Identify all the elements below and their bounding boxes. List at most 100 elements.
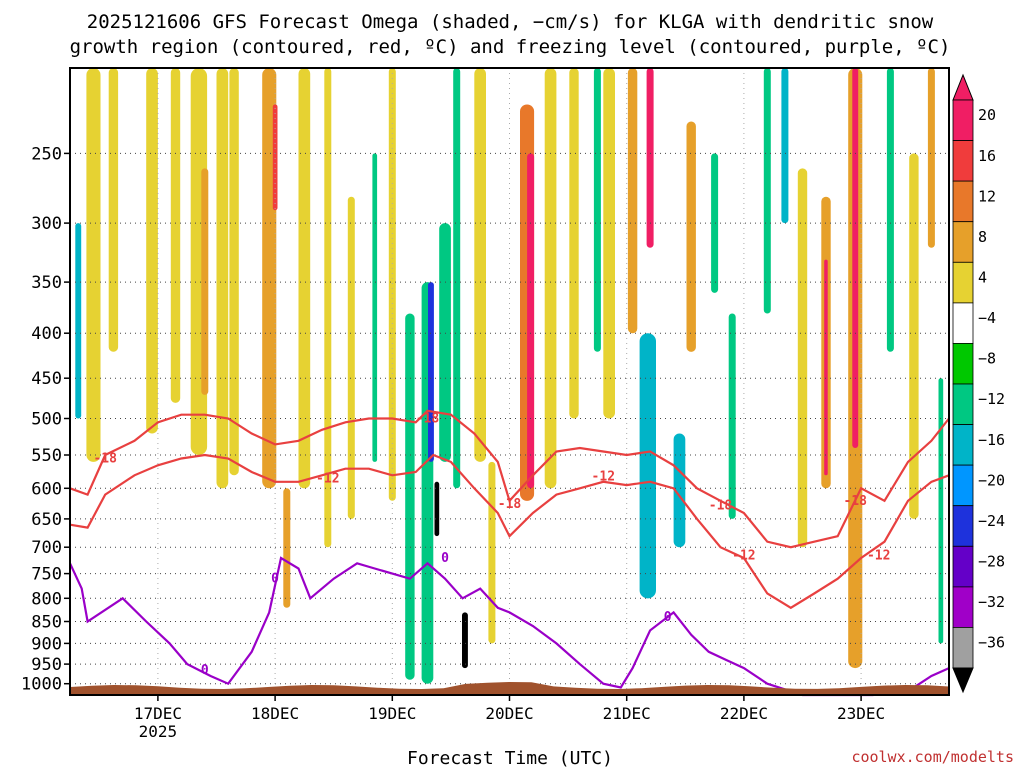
- colorbar-swatch-1: [952, 140, 974, 182]
- omega-cell-22: [453, 68, 461, 489]
- colorbar-label-4: 4: [978, 269, 987, 287]
- colorbar-label-9: −20: [978, 471, 1005, 489]
- contour-label--18-0: -18: [93, 452, 117, 467]
- contour-label--18-2: -18: [498, 497, 522, 512]
- omega-cell-31: [603, 68, 615, 419]
- omega-cell-38: [728, 313, 736, 519]
- contour-label-0-3: 0: [664, 610, 672, 625]
- colorbar-swatch-0: [952, 99, 974, 141]
- contour-label-0-2: 0: [441, 551, 449, 566]
- omega-cell-37: [711, 153, 719, 293]
- omega-cell-20: [434, 481, 440, 537]
- colorbar-swatch-5: [952, 302, 974, 344]
- colorbar-label-6: −8: [978, 350, 996, 368]
- contour-label--12-2: -12: [732, 548, 755, 563]
- plot-area: -18 -18 -18 -18 -18 -12 -12 -12 -12 0 0 0 0: [69, 67, 950, 697]
- omega-cell-24: [474, 68, 486, 462]
- x-tick-label-17DEC: 17DEC: [134, 704, 182, 723]
- y-tick-label-550: 550: [31, 446, 62, 466]
- colorbar-label-12: −32: [978, 593, 1005, 611]
- colorbar-swatch-10: [952, 505, 974, 547]
- omega-cell-35: [673, 433, 686, 548]
- omega-cell-17: [405, 313, 415, 680]
- y-tick-label-800: 800: [31, 589, 62, 609]
- x-tick-label-20DEC: 20DEC: [485, 704, 533, 723]
- y-tick-label-350: 350: [31, 273, 62, 293]
- omega-cell-19: [428, 282, 434, 462]
- omega-cell-28: [544, 68, 557, 489]
- omega-cell-15: [372, 153, 378, 462]
- omega-cell-39: [763, 68, 771, 314]
- terrain-band: [70, 682, 949, 695]
- omega-cell-16: [388, 68, 396, 501]
- omega-cell-45: [852, 68, 859, 448]
- contour-label-0-1: 0: [271, 572, 279, 587]
- chart-title-line1: 2025121606 GFS Forecast Omega (shaded, −…: [87, 11, 934, 33]
- omega-cell-29: [569, 68, 579, 419]
- omega-cell-11: [283, 488, 291, 608]
- colorbar-label-13: −36: [978, 634, 1005, 652]
- y-tick-label-400: 400: [31, 324, 62, 344]
- omega-cell-33: [639, 333, 656, 599]
- colorbar-label-11: −28: [978, 553, 1005, 571]
- contour-lines: -18 -18 -18 -18 -18 -12 -12 -12 -12 0 0 0 0: [69, 409, 950, 697]
- colorbar-swatch-3: [952, 221, 974, 263]
- omega-cell-46: [886, 68, 894, 352]
- contour-label--18-3: -18: [709, 499, 733, 514]
- colorbar-label-8: −16: [978, 431, 1005, 449]
- y-tick-label-500: 500: [31, 410, 62, 430]
- x-tick-label-23DEC: 23DEC: [837, 704, 885, 723]
- contour-label--12-3: -12: [867, 548, 890, 563]
- omega-cell-0: [75, 223, 82, 419]
- x-tick-label-21DEC: 21DEC: [603, 704, 651, 723]
- colorbar-bottom-arrow: [952, 667, 974, 694]
- omega-cell-9: [262, 68, 277, 489]
- y-tick-label-250: 250: [31, 144, 62, 164]
- omega-cell-10: [272, 104, 278, 211]
- y-tick-label-900: 900: [31, 634, 62, 654]
- y-tick-label-450: 450: [31, 369, 62, 389]
- x-tick-label-19DEC: 19DEC: [368, 704, 416, 723]
- chart-title-line2: growth region (contoured, red, ºC) and f…: [70, 36, 951, 58]
- omega-cell-32: [627, 68, 638, 334]
- x-tick-label-22DEC: 22DEC: [720, 704, 768, 723]
- omega-cell-27: [527, 153, 535, 489]
- omega-cell-40: [781, 68, 789, 224]
- x-axis-label: Forecast Time (UTC): [407, 748, 613, 768]
- y-tick-label-600: 600: [31, 479, 62, 499]
- y-tick-label-750: 750: [31, 565, 62, 585]
- credit-text: coolwx.com/modelts: [851, 748, 1014, 766]
- colorbar-swatch-6: [952, 342, 974, 385]
- colorbar-swatch-2: [952, 180, 974, 223]
- omega-cell-30: [593, 68, 601, 352]
- y-tick-label-1000: 1000: [21, 675, 62, 695]
- omega-cell-48: [927, 68, 935, 248]
- colorbar-top-arrow: [952, 73, 974, 101]
- omega-cell-4: [170, 68, 181, 403]
- colorbar-label-2: 12: [978, 187, 996, 205]
- omega-cell-7: [216, 68, 229, 489]
- omega-cell-41: [797, 168, 808, 548]
- omega-cell-8: [229, 68, 239, 476]
- omega-cell-12: [298, 68, 311, 489]
- y-tick-label-700: 700: [31, 538, 62, 558]
- colorbar-label-3: 8: [978, 228, 987, 246]
- colorbar-label-10: −24: [978, 512, 1005, 530]
- omega-cell-36: [686, 121, 696, 352]
- colorbar-label-7: −12: [978, 390, 1005, 408]
- colorbar-label-5: −4: [978, 309, 996, 327]
- omega-cell-1: [86, 68, 101, 462]
- contour--18: [69, 409, 950, 549]
- colorbar-swatch-11: [952, 545, 974, 588]
- omega-cell-47: [909, 153, 919, 519]
- omega-cell-43: [824, 259, 828, 476]
- omega-cell-6: [201, 168, 209, 395]
- x-tick-label-18DEC: 18DEC: [251, 704, 299, 723]
- contour-label--18-1: -18: [416, 412, 440, 427]
- y-tick-label-950: 950: [31, 655, 62, 675]
- colorbar-label-0: 20: [978, 106, 996, 124]
- y-tick-label-650: 650: [31, 510, 62, 530]
